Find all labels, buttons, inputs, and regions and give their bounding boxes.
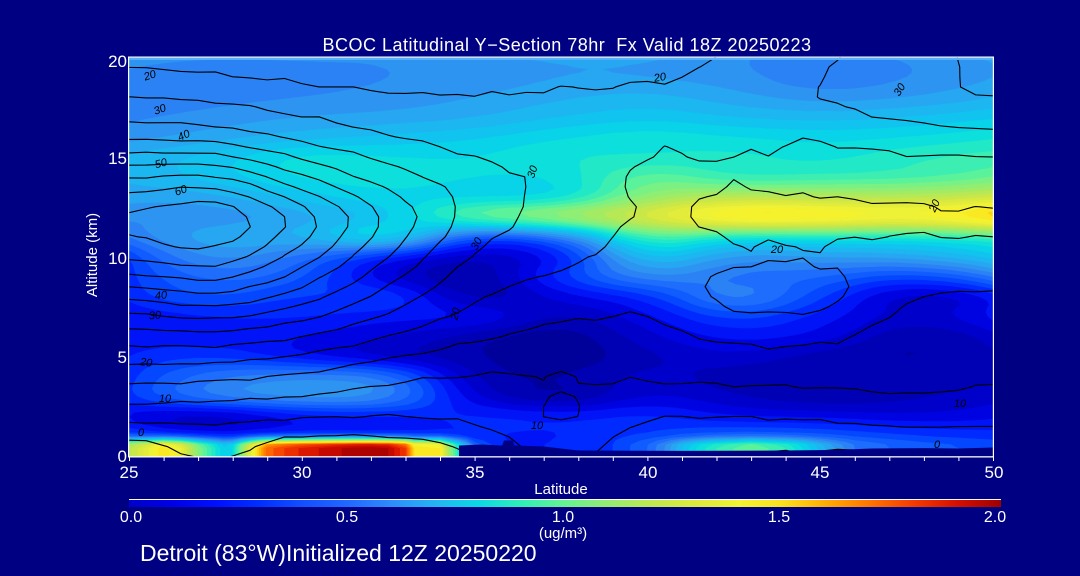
svg-text:30: 30 [152,102,168,118]
svg-text:60: 60 [173,183,189,199]
svg-text:20: 20 [770,244,784,256]
svg-text:10: 10 [954,398,967,410]
svg-text:30: 30 [525,163,540,179]
svg-text:40: 40 [176,128,193,144]
svg-text:10: 10 [531,420,544,432]
svg-text:0: 0 [138,427,145,439]
svg-text:20: 20 [448,306,463,323]
svg-text:0: 0 [934,439,941,451]
svg-text:10: 10 [159,393,172,405]
svg-text:20: 20 [141,68,158,84]
svg-text:30: 30 [892,81,909,98]
svg-text:20: 20 [138,356,154,370]
svg-text:30: 30 [148,309,162,322]
svg-text:20: 20 [652,71,668,85]
svg-text:20: 20 [926,197,943,215]
svg-text:40: 40 [154,289,168,302]
svg-text:30: 30 [469,235,486,252]
svg-text:50: 50 [154,156,170,171]
